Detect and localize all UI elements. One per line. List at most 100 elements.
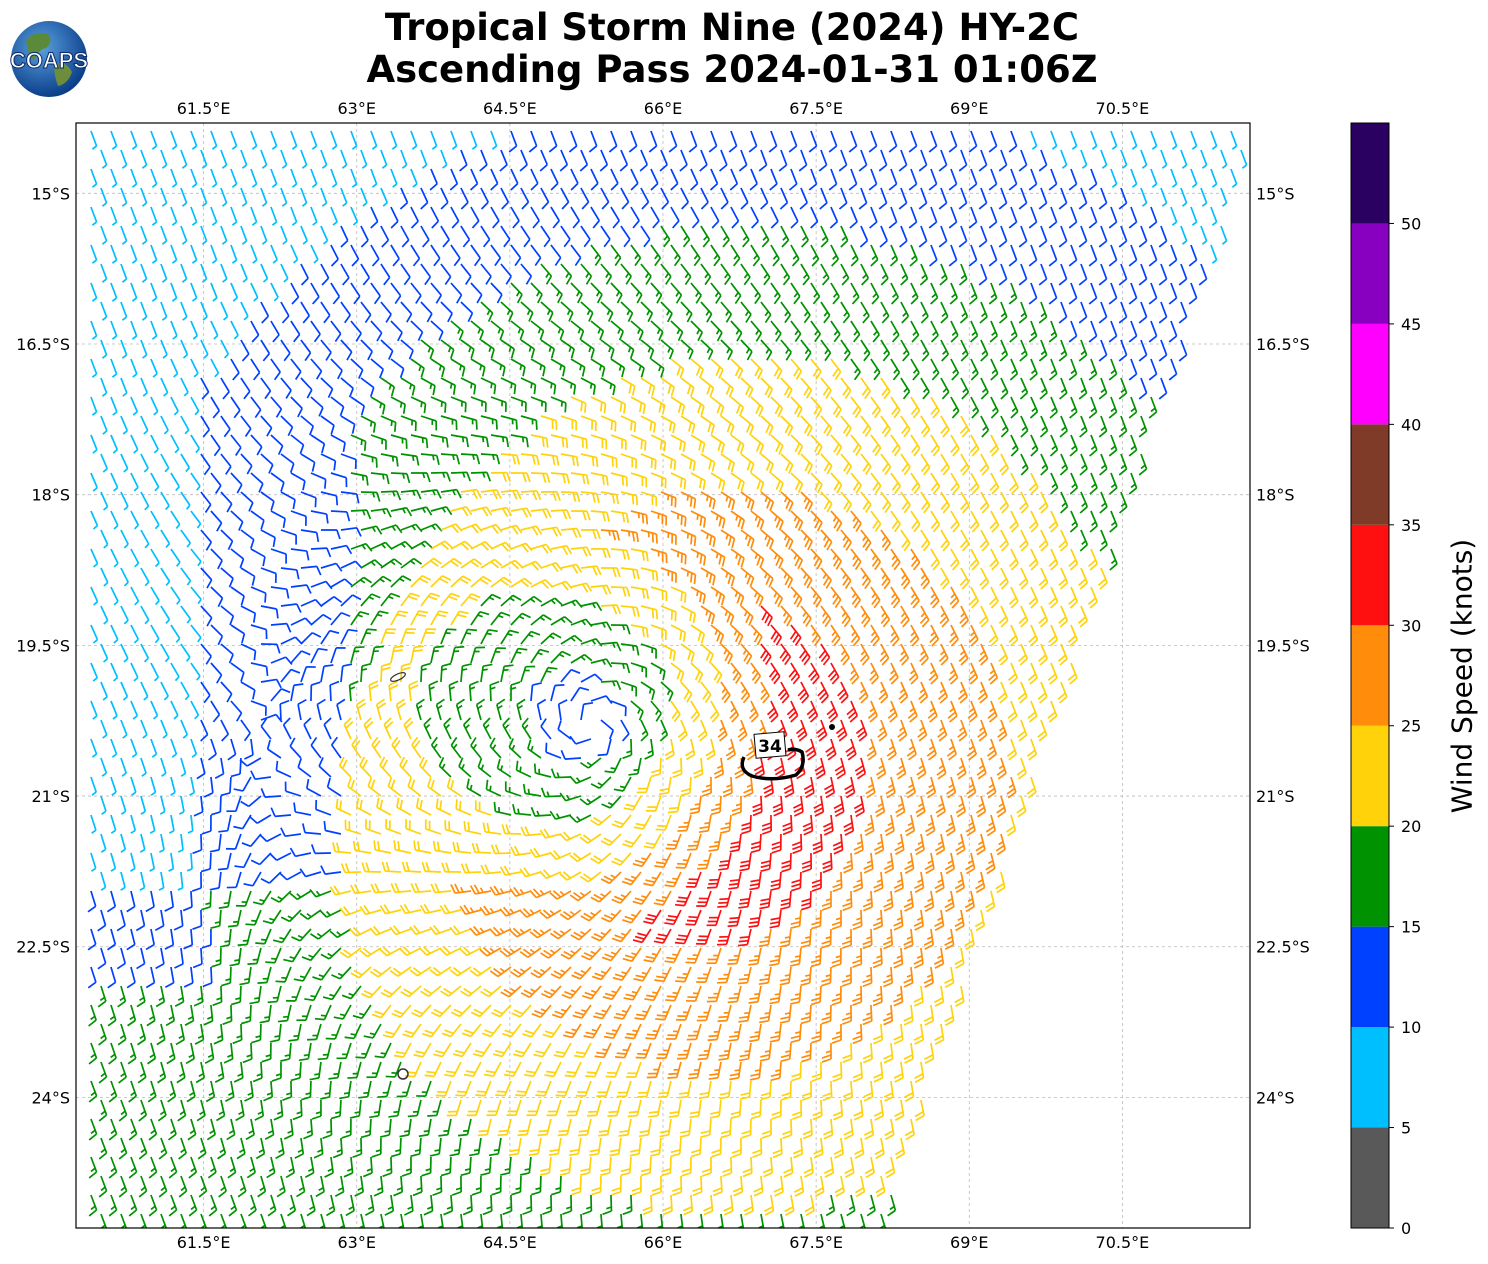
wind-barb	[280, 491, 296, 510]
wind-barb	[100, 301, 108, 321]
wind-barb	[410, 434, 429, 449]
wind-barb	[742, 1156, 753, 1178]
wind-barb	[690, 1137, 702, 1158]
wind-barb	[407, 777, 422, 797]
wind-barb	[650, 358, 665, 378]
wind-barb	[382, 1023, 402, 1039]
wind-barb	[642, 1194, 653, 1216]
wind-barb	[750, 282, 762, 305]
wind-barb	[840, 263, 850, 286]
wind-barb	[220, 301, 229, 321]
wind-barb	[107, 928, 117, 951]
wind-barb	[550, 206, 560, 229]
wind-barb	[1069, 510, 1079, 533]
wind-barb	[995, 871, 1006, 894]
wind-barb	[157, 1061, 167, 1084]
wind-barb	[780, 225, 790, 248]
wind-barb	[752, 1137, 763, 1159]
wind-barb	[210, 510, 223, 532]
wind-barb	[738, 890, 752, 909]
wind-barb	[520, 490, 542, 501]
wind-barb	[622, 909, 642, 924]
wind-barb	[753, 1175, 764, 1197]
wind-barb	[168, 1194, 178, 1217]
wind-barb	[1057, 643, 1068, 666]
wind-barb	[778, 149, 788, 172]
wind-barb	[224, 1080, 235, 1103]
wind-barb	[559, 831, 582, 842]
wind-barb	[672, 757, 683, 779]
wind-barb	[900, 567, 911, 590]
wind-barb	[430, 540, 453, 551]
wind-barb	[380, 225, 390, 248]
wind-barb	[477, 757, 492, 778]
wind-barb	[290, 472, 306, 491]
wind-barb	[781, 1080, 792, 1101]
wind-barb	[589, 1137, 602, 1157]
wind-barb	[680, 415, 696, 434]
wind-barb	[360, 415, 377, 433]
wind-barb	[812, 833, 823, 855]
wind-barb	[485, 779, 502, 797]
wind-barb	[170, 662, 180, 682]
wind-barb	[400, 225, 410, 248]
wind-barb	[986, 776, 997, 799]
wind-barb	[1088, 244, 1098, 267]
wind-barb	[270, 396, 283, 418]
wind-barb	[1230, 168, 1238, 188]
wind-barb	[528, 1137, 542, 1157]
wind-barb	[979, 453, 990, 476]
wind-barb	[380, 377, 396, 397]
wind-barb	[250, 624, 268, 640]
wind-barb	[632, 890, 652, 905]
wind-barb	[830, 396, 842, 418]
wind-barb	[260, 788, 282, 798]
wind-barb	[210, 434, 221, 457]
svg-text:COAPS: COAPS	[10, 48, 88, 73]
wind-barb	[690, 700, 701, 723]
wind-barb	[170, 244, 178, 264]
wind-barb	[622, 738, 633, 760]
wind-barb	[678, 1080, 692, 1099]
wind-barb	[874, 795, 886, 818]
wind-barb	[352, 840, 372, 854]
wind-barb	[685, 871, 702, 888]
wind-barb	[1037, 681, 1048, 704]
wind-barb	[530, 543, 553, 554]
wind-barb	[413, 840, 432, 854]
wind-barb	[539, 909, 562, 920]
wind-barb	[300, 263, 309, 286]
wind-barb	[988, 206, 998, 229]
wind-barb	[330, 244, 339, 267]
wind-barb	[200, 149, 208, 169]
wind-barb	[220, 225, 228, 245]
wind-barb	[700, 415, 715, 435]
wind-barb	[920, 339, 930, 362]
wind-barb	[98, 1023, 107, 1046]
wind-barb	[934, 871, 945, 894]
wind-barb	[828, 168, 838, 191]
wind-barb	[140, 719, 148, 739]
wind-barb	[220, 776, 232, 797]
wind-barb	[770, 624, 783, 646]
wind-barb	[640, 225, 651, 248]
wind-barb	[808, 130, 818, 153]
wind-barb	[855, 719, 868, 742]
wind-barb	[170, 510, 181, 529]
wind-barb	[230, 472, 243, 494]
wind-barb	[580, 491, 600, 504]
wind-barb	[227, 909, 242, 928]
wind-barb	[730, 434, 745, 454]
wind-barb	[732, 1175, 744, 1197]
wind-barb	[110, 510, 119, 530]
lat-tick-label: 16.5°S	[1256, 335, 1310, 354]
wind-barb	[830, 586, 842, 609]
wind-barb	[988, 624, 999, 647]
wind-barb	[914, 871, 925, 893]
wind-barb	[290, 244, 299, 264]
wind-barb	[1048, 244, 1058, 267]
wind-barb	[600, 1156, 612, 1177]
wind-barb	[800, 263, 810, 286]
wind-barb	[486, 1099, 502, 1117]
wind-barb	[240, 225, 248, 245]
